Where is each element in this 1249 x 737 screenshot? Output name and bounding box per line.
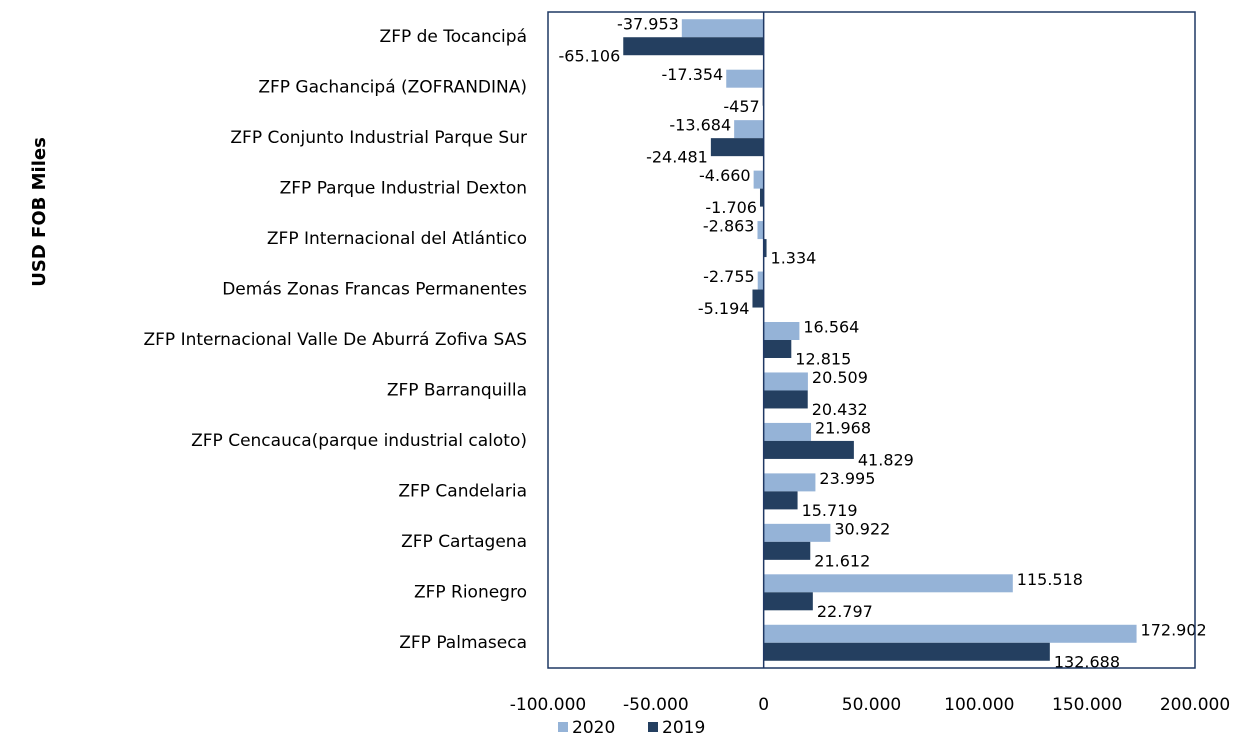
bar xyxy=(759,188,764,207)
y-tick-label: ZFP Candelaria xyxy=(398,481,527,501)
data-label: -24.481 xyxy=(646,148,708,167)
bar xyxy=(763,340,792,358)
y-tick-label: ZFP Internacional del Atlántico xyxy=(267,229,527,249)
bar xyxy=(763,624,1137,643)
y-tick-label: ZFP Conjunto Industrial Parque Sur xyxy=(230,128,527,148)
bar xyxy=(763,592,813,611)
x-tick-label: 200.000 xyxy=(1160,695,1230,715)
plot-border xyxy=(547,11,1196,669)
bar xyxy=(681,19,764,38)
bar xyxy=(763,322,800,340)
data-label: 21.968 xyxy=(815,418,871,437)
x-tick-label: -50.000 xyxy=(623,695,689,715)
bar xyxy=(763,239,767,258)
y-axis-label: USD FOB Miles xyxy=(29,137,50,287)
data-label: 1.334 xyxy=(771,249,817,268)
y-tick-label: Demás Zonas Francas Permanentes xyxy=(222,280,527,300)
y-tick-label: ZFP Gachancipá (ZOFRANDINA) xyxy=(258,78,527,98)
data-label: 12.815 xyxy=(795,350,851,369)
data-label: 21.612 xyxy=(814,551,870,570)
data-label: 172.902 xyxy=(1141,620,1207,639)
data-label: 20.432 xyxy=(812,400,868,419)
y-tick-label: ZFP Cencauca(parque industrial caloto) xyxy=(191,431,527,451)
data-label: -2.755 xyxy=(703,267,755,286)
data-label: -457 xyxy=(723,97,759,116)
data-label: 16.564 xyxy=(803,318,859,337)
x-tick-label: 0 xyxy=(758,695,769,715)
data-label: 132.688 xyxy=(1054,652,1120,671)
data-label: 41.829 xyxy=(858,450,914,469)
bar xyxy=(763,574,1013,593)
data-label: -65.106 xyxy=(558,47,620,66)
bar xyxy=(763,491,798,510)
legend-label: 2020 xyxy=(572,718,615,737)
data-label: -37.953 xyxy=(617,15,679,34)
data-label: 115.518 xyxy=(1017,570,1083,589)
bar xyxy=(757,271,764,290)
bar xyxy=(752,289,764,308)
bar xyxy=(757,221,764,240)
y-tick-label: ZFP Rionegro xyxy=(414,582,527,602)
bar xyxy=(726,69,764,88)
legend-label: 2019 xyxy=(662,718,705,737)
y-tick-label: ZFP Internacional Valle De Aburrá Zofiva… xyxy=(143,330,527,350)
x-tick-label: 150.000 xyxy=(1052,695,1122,715)
bar xyxy=(763,541,811,560)
data-label: 30.922 xyxy=(834,519,890,538)
y-tick-label: ZFP Parque Industrial Dexton xyxy=(280,179,527,199)
bar xyxy=(763,422,812,441)
bar xyxy=(753,170,764,189)
data-label: 22.797 xyxy=(817,602,873,621)
bar xyxy=(763,642,1050,661)
x-tick-label: 100.000 xyxy=(944,695,1014,715)
legend-swatch xyxy=(558,722,568,732)
bar xyxy=(763,523,831,542)
legend-swatch xyxy=(648,722,658,732)
data-label: -17.354 xyxy=(661,65,723,84)
x-tick-label: -100.000 xyxy=(510,695,586,715)
y-tick-label: ZFP Palmaseca xyxy=(399,633,527,653)
data-label: -5.194 xyxy=(698,299,750,318)
bar xyxy=(623,37,764,56)
bar xyxy=(763,440,854,459)
data-label: -1.706 xyxy=(705,198,757,217)
data-label: -4.660 xyxy=(699,166,751,185)
bar xyxy=(734,120,764,139)
x-tick-label: 50.000 xyxy=(842,695,901,715)
y-tick-label: ZFP de Tocancipá xyxy=(380,27,527,47)
data-label: -2.863 xyxy=(703,217,755,236)
bar xyxy=(763,372,808,391)
data-label: 20.509 xyxy=(812,368,868,387)
y-tick-label: ZFP Barranquilla xyxy=(387,380,527,400)
bar xyxy=(710,138,764,157)
bar xyxy=(763,390,808,409)
bar xyxy=(763,473,816,492)
data-label: 23.995 xyxy=(819,469,875,488)
data-label: -13.684 xyxy=(669,116,731,135)
data-label: 15.719 xyxy=(802,501,858,520)
y-tick-label: ZFP Cartagena xyxy=(401,532,527,552)
